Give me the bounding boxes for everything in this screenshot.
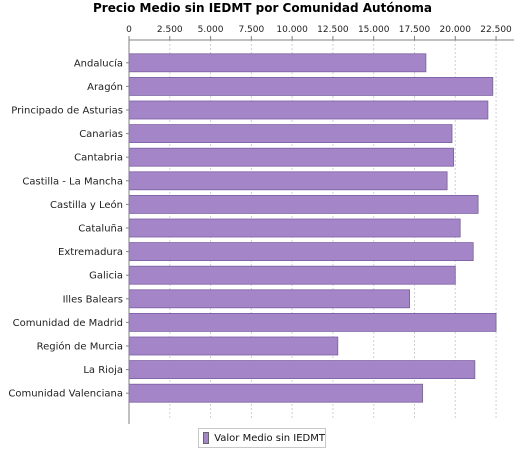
category-label: Región de Murcia <box>37 341 123 353</box>
category-label: Comunidad de Madrid <box>13 318 123 329</box>
x-tick-label: 10.000 <box>276 25 308 35</box>
x-tick-label: 7.500 <box>238 25 264 35</box>
legend-swatch <box>203 432 210 444</box>
bar <box>128 147 455 167</box>
bar <box>128 265 456 285</box>
x-tick-label: 17.500 <box>399 25 431 35</box>
category-label: Illes Balears <box>63 294 123 305</box>
category-label: Galicia <box>89 271 123 282</box>
x-tick-label: 5.000 <box>198 25 224 35</box>
bar <box>128 77 494 96</box>
x-tick-label: 0 <box>126 25 132 35</box>
bar <box>128 100 489 120</box>
x-axis-ticks: 0 2.500 5.000 7.500 10.000 12.500 15.000 17.500… <box>126 25 512 40</box>
category-label: Extremadura <box>58 247 123 258</box>
bar <box>128 312 497 332</box>
category-label: Castilla - La Mancha <box>22 176 123 187</box>
category-label: Cantabria <box>74 153 123 164</box>
bar <box>128 383 424 403</box>
category-labels: Andalucía Aragón Principado de Asturias Can… <box>8 57 123 399</box>
x-tick-label: 22.500 <box>480 25 512 35</box>
category-label: Aragón <box>87 81 123 93</box>
bar <box>128 53 427 73</box>
bar <box>128 171 448 191</box>
category-label: Comunidad Valenciana <box>8 389 123 400</box>
chart-title: Precio Medio sin IEDMT por Comunidad Aut… <box>93 1 432 15</box>
bar <box>128 336 339 356</box>
legend: Valor Medio sin IEDMT <box>198 428 326 448</box>
x-tick-label: 12.500 <box>317 25 349 35</box>
x-tick-label: 20.000 <box>440 25 472 35</box>
category-label: Cataluña <box>78 224 123 235</box>
bar <box>128 242 474 262</box>
axes <box>126 39 514 424</box>
x-tick-label: 2.500 <box>157 25 183 35</box>
category-label: Canarias <box>79 129 123 140</box>
bar <box>128 194 479 214</box>
category-label: Castilla y León <box>50 199 123 211</box>
bar <box>128 124 453 143</box>
category-label: La Rioja <box>83 365 123 376</box>
x-tick-label: 15.000 <box>358 25 390 35</box>
bar <box>128 218 461 238</box>
category-label: Principado de Asturias <box>11 106 123 117</box>
bars <box>128 53 497 403</box>
category-label: Andalucía <box>74 57 123 69</box>
legend-label: Valor Medio sin IEDMT <box>214 432 325 444</box>
bar <box>128 360 476 380</box>
bar <box>128 289 410 309</box>
